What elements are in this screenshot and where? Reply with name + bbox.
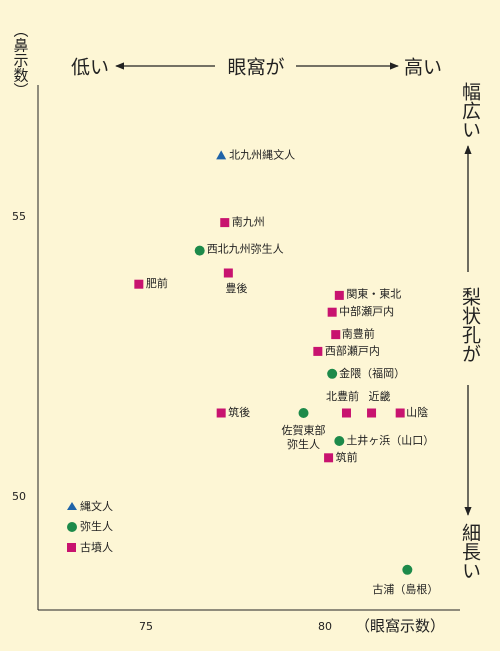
point-marker [216,150,227,160]
point-marker [341,408,351,418]
y-axis-label: （鼻示数） [12,23,30,98]
point-marker [216,408,226,418]
y-tick-label: 55 [12,210,26,223]
point-label: 西部瀬戸内 [325,343,380,357]
legend-marker-yayoi [67,522,77,532]
point-label: 筑後 [228,405,250,419]
legend: 縄文人 弥生人 古墳人 [67,499,113,554]
point-marker [324,453,334,463]
point-marker [327,368,338,379]
aperture-wide-label: 幅広い [459,82,481,139]
point-marker [402,564,413,575]
legend-label: 古墳人 [80,541,113,554]
point-label: 中部瀬戸内 [339,304,394,318]
point-marker [367,408,377,418]
orbit-high-label: 高い [404,57,442,79]
point-label: 西北九州弥生人 [207,242,284,256]
point-label: 金隈（福岡） [339,366,405,380]
point-marker [194,245,205,256]
point-label: 筑前 [336,450,358,464]
legend-marker-jomon [67,502,77,510]
point-label: 南九州 [232,216,265,229]
point-marker [334,290,344,300]
point-marker [327,307,337,317]
legend-label: 弥生人 [80,519,113,533]
legend-label: 縄文人 [80,499,113,513]
point-marker [395,408,405,418]
aperture-annotation-label: 梨状孔が [459,287,481,363]
point-label: 北九州縄文人 [229,147,295,161]
point-label: 関東・東北 [346,287,401,300]
orbit-low-label: 低い [71,57,109,79]
point-label: 豊後 [225,281,247,295]
point-label: 肥前 [146,276,168,290]
x-tick-label: 75 [139,620,153,633]
point-marker [334,436,345,446]
point-label: 古浦（島根） [372,582,438,596]
y-tick-label: 50 [12,490,26,503]
aperture-narrow-label: 細長い [459,523,481,580]
point-label: 北豊前 [326,389,359,403]
orbit-annotation-label: 眼窩が [227,57,284,79]
point-marker [298,408,309,418]
point-label: 山陰 [406,405,428,419]
point-marker [134,279,144,289]
point-marker [220,218,230,228]
x-axis-label: （眼窩示数） [355,617,445,635]
legend-marker-kofun [67,543,76,552]
point-label: 南豊前 [342,327,375,341]
x-tick-label: 80 [318,620,332,633]
point-label: 佐賀東部弥生人 [282,423,326,451]
point-label: 土井ヶ浜（山口） [346,433,434,447]
point-marker [331,330,341,340]
point-label: 近畿 [369,389,391,403]
point-marker [223,268,233,278]
point-marker [313,346,323,356]
